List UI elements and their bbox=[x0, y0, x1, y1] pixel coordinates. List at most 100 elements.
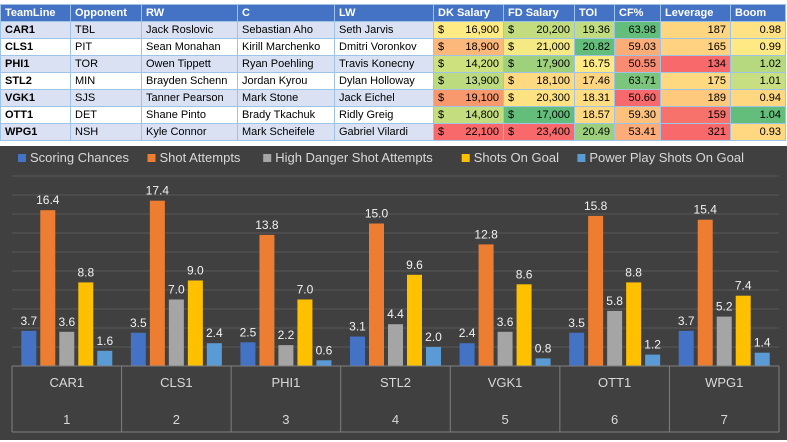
cell-boom: 1.02 bbox=[730, 55, 786, 73]
currency-symbol: $ bbox=[508, 40, 515, 53]
cell-rw: Shane Pinto bbox=[141, 106, 238, 124]
data-label: 3.1 bbox=[349, 320, 366, 334]
currency-symbol: $ bbox=[438, 40, 445, 53]
cell-dk-salary-value: 14,200 bbox=[465, 57, 499, 70]
header-leverage: Leverage bbox=[660, 4, 731, 22]
data-label: 3.6 bbox=[58, 315, 75, 329]
bar bbox=[678, 330, 694, 366]
header-cf-pct: CF% bbox=[614, 4, 661, 22]
category-index: 6 bbox=[611, 412, 618, 427]
bar bbox=[168, 299, 184, 366]
cell-toi: 17.46 bbox=[574, 72, 615, 90]
cell-cf-pct: 63.71 bbox=[614, 72, 661, 90]
cell-dk-salary: $13,900 bbox=[433, 72, 504, 90]
cell-fd-salary: $18,100 bbox=[503, 72, 575, 90]
cell-rw: Brayden Schenn bbox=[141, 72, 238, 90]
cell-toi: 19.36 bbox=[574, 21, 615, 39]
data-label: 4.4 bbox=[387, 307, 404, 321]
cell-toi: 16.75 bbox=[574, 55, 615, 73]
legend-swatch bbox=[577, 154, 586, 162]
cell-toi: 20.49 bbox=[574, 123, 615, 141]
data-label: 15.0 bbox=[365, 207, 389, 221]
legend-swatch bbox=[461, 154, 470, 162]
cell-teamline: STL2 bbox=[0, 72, 71, 90]
cell-boom: 0.93 bbox=[730, 123, 786, 141]
data-label: 2.0 bbox=[425, 330, 442, 344]
bar bbox=[369, 223, 384, 366]
bar bbox=[206, 343, 222, 366]
legend-swatch bbox=[18, 154, 26, 162]
bar bbox=[716, 316, 732, 366]
bar bbox=[59, 331, 75, 366]
cell-toi: 18.57 bbox=[574, 106, 615, 124]
cell-dk-salary: $22,100 bbox=[433, 123, 504, 141]
bar bbox=[407, 274, 422, 366]
cell-dk-salary: $16,900 bbox=[433, 21, 504, 39]
header-toi: TOI bbox=[574, 4, 615, 22]
cell-rw: Kyle Connor bbox=[141, 123, 238, 141]
header-lw: LW bbox=[334, 4, 434, 22]
cell-dk-salary: $19,100 bbox=[433, 89, 504, 107]
currency-symbol: $ bbox=[438, 91, 445, 104]
cell-fd-salary-value: 23,400 bbox=[536, 125, 570, 138]
table-row: WPG1 NSH Kyle Connor Mark Scheifele Gabriel … bbox=[0, 123, 786, 141]
bar bbox=[735, 295, 751, 366]
cell-boom: 0.98 bbox=[730, 21, 786, 39]
category-label: PHI1 bbox=[271, 375, 300, 390]
cell-leverage: 321 bbox=[660, 123, 731, 141]
bar bbox=[569, 332, 585, 366]
data-label: 1.4 bbox=[754, 336, 771, 350]
cell-dk-salary-value: 16,900 bbox=[465, 23, 499, 36]
cell-teamline: CAR1 bbox=[0, 21, 71, 39]
cell-opponent: SJS bbox=[70, 89, 142, 107]
legend-label: Shots On Goal bbox=[474, 150, 559, 165]
data-label: 8.8 bbox=[77, 265, 94, 279]
cell-lw: Seth Jarvis bbox=[334, 21, 434, 39]
bar bbox=[40, 210, 56, 366]
header-opponent: Opponent bbox=[70, 4, 142, 22]
cell-leverage: 175 bbox=[660, 72, 731, 90]
cell-rw: Jack Roslovic bbox=[141, 21, 238, 39]
cell-teamline: VGK1 bbox=[0, 89, 71, 107]
currency-symbol: $ bbox=[438, 125, 445, 138]
legend-label: Power Play Shots On Goal bbox=[589, 150, 744, 165]
data-label: 9.0 bbox=[187, 264, 204, 278]
bar bbox=[497, 331, 513, 366]
table-row: PHI1 TOR Owen Tippett Ryan Poehling Travis K… bbox=[0, 55, 786, 73]
data-label: 7.0 bbox=[168, 283, 185, 297]
bar bbox=[388, 324, 403, 366]
data-label: 9.6 bbox=[406, 258, 423, 272]
cell-dk-salary-value: 19,100 bbox=[465, 91, 499, 104]
cell-cf-pct: 59.03 bbox=[614, 38, 661, 56]
bar bbox=[588, 215, 604, 366]
currency-symbol: $ bbox=[438, 57, 445, 70]
table-header-row: TeamLine Opponent RW C LW DK Salary FD S… bbox=[0, 4, 786, 22]
bar bbox=[535, 358, 551, 366]
chart: Scoring Chances Shot Attempts High Danger … bbox=[0, 146, 787, 440]
data-label: 17.4 bbox=[146, 184, 170, 198]
cell-teamline: PHI1 bbox=[0, 55, 71, 73]
stats-table: TeamLine Opponent RW C LW DK Salary FD S… bbox=[0, 4, 786, 141]
bar bbox=[316, 360, 332, 366]
cell-c: Kirill Marchenko bbox=[237, 38, 335, 56]
data-label: 1.6 bbox=[96, 334, 113, 348]
bar bbox=[278, 345, 294, 366]
data-label: 2.4 bbox=[206, 326, 223, 340]
data-label: 0.6 bbox=[316, 343, 333, 357]
bar bbox=[187, 280, 203, 366]
cell-rw: Owen Tippett bbox=[141, 55, 238, 73]
data-label: 15.4 bbox=[694, 203, 718, 217]
cell-fd-salary: $20,300 bbox=[503, 89, 575, 107]
bar bbox=[697, 219, 713, 366]
cell-c: Mark Scheifele bbox=[237, 123, 335, 141]
cell-lw: Travis Konecny bbox=[334, 55, 434, 73]
bar bbox=[459, 343, 475, 366]
bar bbox=[754, 352, 770, 366]
cell-fd-salary-value: 20,200 bbox=[536, 23, 570, 36]
cell-rw: Sean Monahan bbox=[141, 38, 238, 56]
data-label: 2.5 bbox=[240, 325, 257, 339]
cell-teamline: CLS1 bbox=[0, 38, 71, 56]
currency-symbol: $ bbox=[508, 74, 515, 87]
cell-dk-salary-value: 13,900 bbox=[465, 74, 499, 87]
bar bbox=[240, 342, 256, 366]
